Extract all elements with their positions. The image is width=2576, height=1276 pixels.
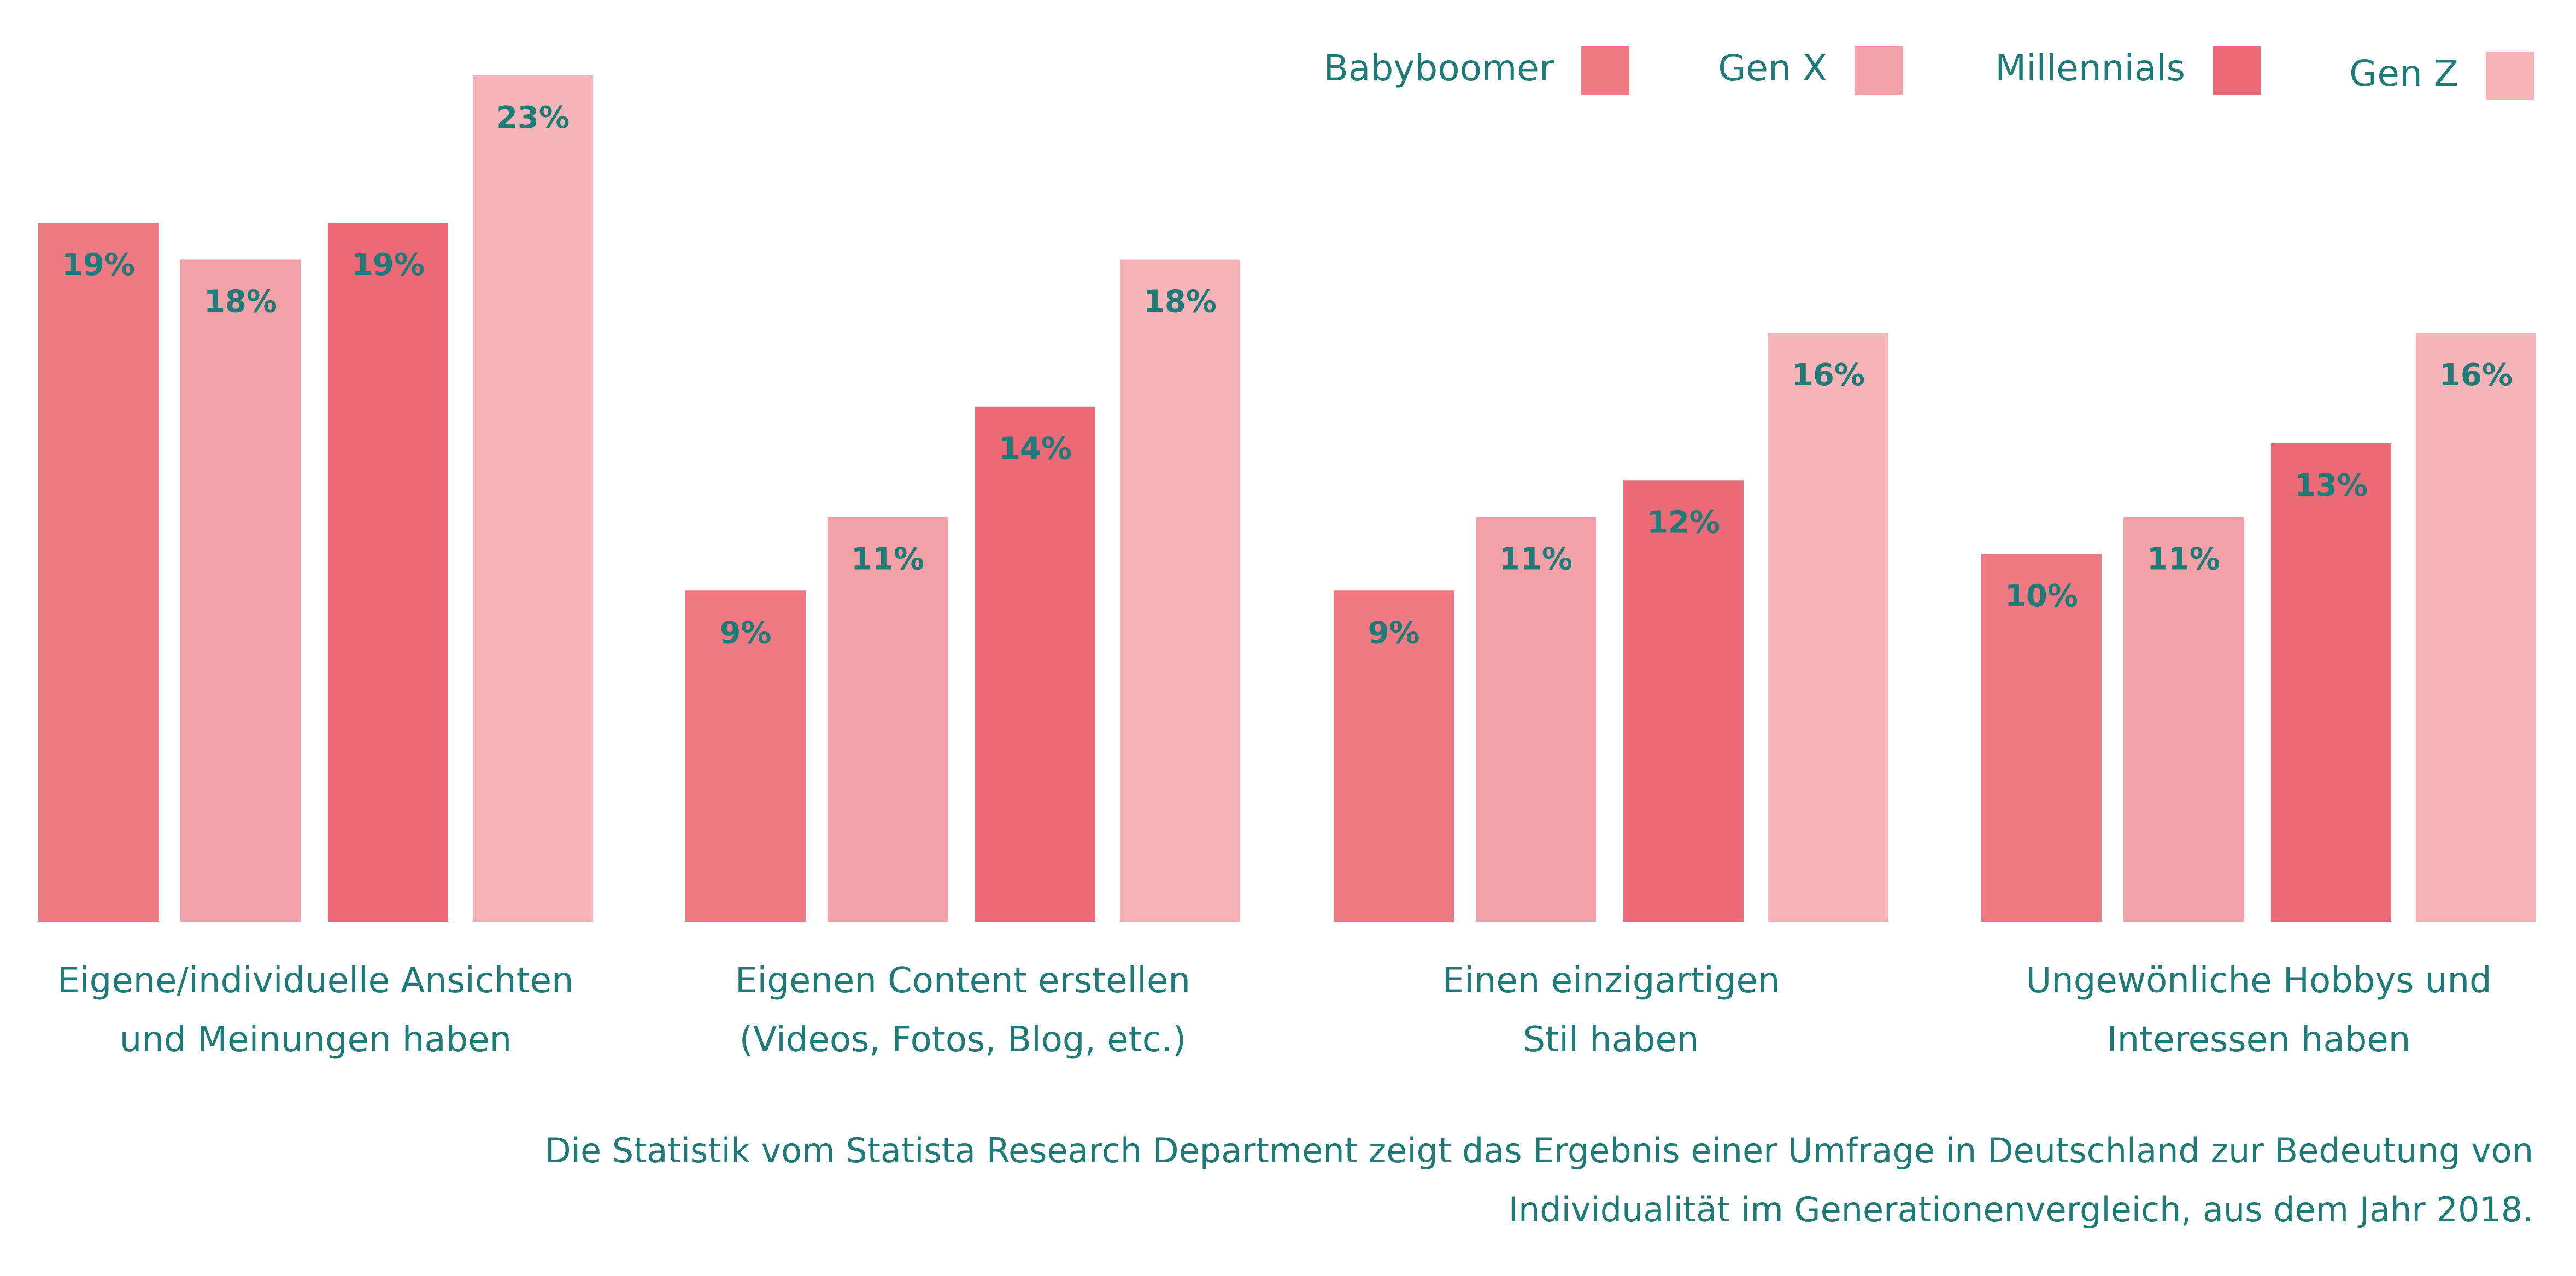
bar-value-label: 13% <box>2295 468 2368 504</box>
category-label-2-line-2: (Videos, Fotos, Blog, etc.) <box>740 1020 1186 1060</box>
legend-swatch-gen-z <box>2486 52 2534 100</box>
bar-millennials-2 <box>975 406 1095 922</box>
bar-value-label: 14% <box>999 431 1072 467</box>
legend-label-gen-x: Gen X <box>1718 47 1827 89</box>
category-label-4-line-2: Interessen haben <box>2107 1020 2411 1060</box>
category-label-4-line-1: Ungewönliche Hobbys und <box>2026 961 2491 1001</box>
category-labels: Eigene/individuelle Ansichten und Meinung… <box>57 961 2491 1060</box>
legend-label-millennials: Millennials <box>1995 47 2185 89</box>
bar-gen-z-1 <box>473 75 593 922</box>
legend-label-gen-z: Gen Z <box>2349 52 2458 95</box>
bar-babyboomer-2 <box>685 590 806 922</box>
bar-gen-x-2 <box>828 517 948 922</box>
bar-gen-z-4 <box>2416 333 2536 922</box>
bar-gen-z-2 <box>1120 259 1240 922</box>
bar-gen-x-4 <box>2123 517 2244 922</box>
bar-value-label: 18% <box>1143 284 1217 320</box>
legend-swatch-millennials <box>2213 46 2261 95</box>
category-label-2-line-1: Eigenen Content erstellen <box>735 961 1190 1001</box>
bar-babyboomer-3 <box>1334 590 1454 922</box>
bar-value-label: 19% <box>351 247 425 283</box>
category-label-1-line-1: Eigene/individuelle Ansichten <box>57 961 573 1001</box>
bar-value-label: 10% <box>2005 578 2078 614</box>
bar-gen-z-3 <box>1768 333 1888 922</box>
bar-value-label: 19% <box>62 247 135 283</box>
bar-value-label: 9% <box>719 615 771 651</box>
bar-gen-x-1 <box>180 259 301 922</box>
caption-line-2: Individualität im Generationenvergleich,… <box>1509 1190 2533 1230</box>
legend-label-babyboomer: Babyboomer <box>1324 47 1554 89</box>
legend-swatch-babyboomer <box>1581 46 1629 95</box>
bar-value-label: 12% <box>1647 505 1720 540</box>
category-label-3-line-1: Einen einzigartigen <box>1442 961 1780 1001</box>
legend: Babyboomer Gen X Millennials Gen Z <box>1324 46 2534 100</box>
bar-value-label: 11% <box>1499 542 1572 577</box>
caption-line-1: Die Statistik vom Statista Research Depa… <box>545 1131 2533 1170</box>
bar-value-label: 18% <box>204 284 277 320</box>
bar-value-label: 9% <box>1368 615 1419 651</box>
bar-value-label: 23% <box>496 100 570 136</box>
bar-gen-x-3 <box>1476 517 1596 922</box>
bar-value-label: 16% <box>2439 358 2513 393</box>
bar-millennials-3 <box>1623 480 1744 922</box>
bars-layer <box>38 75 2536 922</box>
chart-caption: Die Statistik vom Statista Research Depa… <box>545 1131 2533 1230</box>
bar-value-label: 16% <box>1792 358 1865 393</box>
legend-swatch-gen-x <box>1855 46 1903 95</box>
bar-value-label: 11% <box>2147 542 2220 577</box>
category-label-1-line-2: und Meinungen haben <box>120 1020 512 1060</box>
bar-babyboomer-1 <box>38 223 159 922</box>
bar-value-label: 11% <box>851 542 924 577</box>
bar-babyboomer-4 <box>1981 553 2102 922</box>
category-label-3-line-2: Stil haben <box>1523 1020 1699 1060</box>
bar-millennials-4 <box>2271 443 2391 922</box>
bar-value-labels: 19% 18% 19% 23% 9% 11% 14% 18% 9% 11% 12% 16% 10% 11%… <box>62 100 2513 651</box>
bar-millennials-1 <box>328 223 448 922</box>
